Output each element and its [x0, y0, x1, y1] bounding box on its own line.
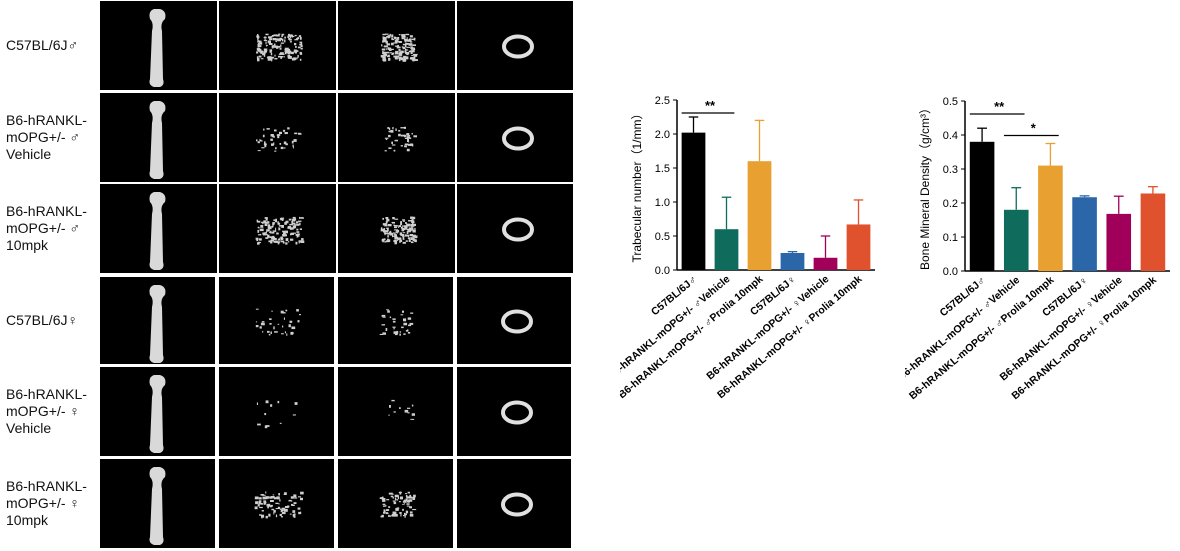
y-tick-label: 0.5 — [655, 231, 670, 243]
bone-mineral-density-chart: 0.0 0.1 0.2 0.3 0.4 0.5 Bone Mineral Density（g… — [905, 96, 1170, 402]
trabecular-3d-image — [218, 92, 337, 183]
cortical-cross-section-image — [456, 92, 574, 183]
significance-marker: ** — [705, 98, 716, 113]
y-tick-label: 2.0 — [655, 129, 670, 141]
row-label: B6-hRANKL- mOPG+/- ♀ 10mpk — [6, 478, 87, 528]
trabecular-3d-image — [218, 0, 337, 91]
trabecular-section-image — [337, 92, 456, 183]
trabecular-3d-image — [218, 183, 337, 274]
y-tick-label: 0.1 — [943, 232, 958, 244]
row-label: B6-hRANKL- mOPG+/- ♂ Vehicle — [6, 112, 87, 162]
trabecular-3d-image — [218, 458, 335, 549]
bar — [747, 161, 772, 270]
y-tick-label: 0.3 — [943, 164, 958, 176]
cortical-cross-section-image — [456, 458, 572, 549]
y-tick-label: 0.0 — [655, 265, 670, 277]
cortical-cross-section-image — [456, 0, 574, 91]
femur-image — [99, 366, 216, 457]
bar — [780, 253, 805, 270]
y-tick-label: 1.0 — [655, 197, 670, 209]
femur-image — [99, 0, 218, 91]
trabecular-section-image — [337, 458, 454, 549]
femur-image — [99, 92, 218, 183]
femur-image — [99, 183, 218, 274]
trabecular-number-chart: 0.0 0.5 1.0 1.5 2.0 2.5 Trabecular number（1/mm… — [620, 95, 875, 401]
significance-marker: * — [1031, 121, 1037, 136]
row-label: C57BL/6J♀ — [6, 312, 78, 328]
bar — [1106, 213, 1132, 271]
y-tick-label: 0.0 — [943, 266, 958, 278]
femur-image — [99, 276, 216, 365]
bar — [1072, 197, 1097, 271]
significance-marker: ** — [994, 99, 1005, 114]
x-tick-label: B6-hRANKL-mOPG+/- ♀Vehicle — [998, 274, 1125, 383]
trabecular-section-image — [337, 183, 456, 274]
row-label: B6-hRANKL- mOPG+/- ♀ Vehicle — [6, 386, 87, 436]
y-tick-label: 0.5 — [943, 96, 958, 108]
bar — [813, 257, 838, 270]
trabecular-section-image — [337, 366, 454, 457]
bar — [969, 141, 995, 271]
bar — [1140, 193, 1166, 271]
row-label: C57BL/6J♂ — [6, 37, 78, 53]
y-tick-label: 2.5 — [655, 95, 670, 107]
cortical-cross-section-image — [456, 366, 572, 457]
trabecular-section-image — [337, 276, 454, 365]
y-axis-label: Trabecular number（1/mm） — [630, 108, 644, 263]
bar — [714, 229, 739, 270]
cortical-cross-section-image — [456, 183, 574, 274]
y-axis-label: Bone Mineral Density（g/cm³） — [918, 102, 932, 270]
bar — [681, 132, 706, 270]
row-label: B6-hRANKL- mOPG+/- ♂ 10mpk — [6, 203, 87, 253]
bar — [846, 224, 871, 270]
trabecular-3d-image — [218, 366, 335, 457]
trabecular-3d-image — [218, 276, 335, 365]
femur-image — [99, 458, 216, 549]
y-tick-label: 0.4 — [943, 130, 958, 142]
y-tick-label: 0.2 — [943, 198, 958, 210]
trabecular-section-image — [337, 0, 456, 91]
bar — [1003, 209, 1029, 271]
cortical-cross-section-image — [456, 276, 572, 365]
bar — [1038, 165, 1063, 271]
y-tick-label: 1.5 — [655, 163, 670, 175]
